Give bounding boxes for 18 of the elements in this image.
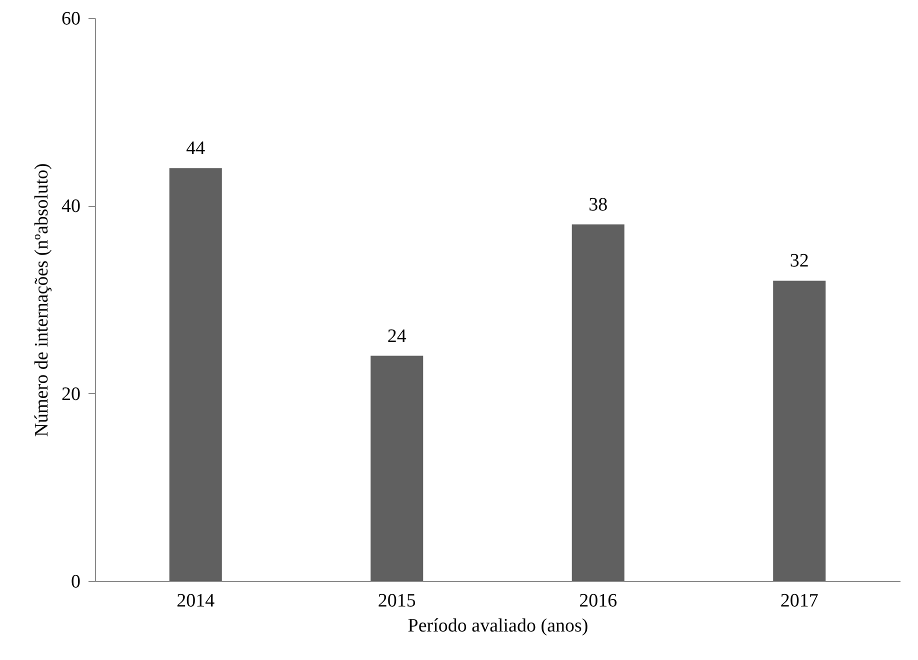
bar [773,280,826,581]
x-tick-label: 2015 [378,590,416,612]
y-tick-label: 20 [62,384,80,405]
x-tick-label: 2014 [176,590,216,612]
x-tick-label: 2016 [579,590,618,612]
y-tick-label: 0 [71,572,80,592]
bar [370,356,424,581]
bar [169,168,222,581]
data-label: 44 [186,138,206,160]
bar [572,224,624,581]
data-label: 24 [387,326,407,347]
y-tick-label: 60 [62,8,80,30]
y-tick-label: 40 [62,196,80,218]
x-axis-title: Período avaliado (anos) [408,616,588,636]
data-label: 32 [790,250,809,272]
data-label: 38 [588,194,608,216]
x-tick-label: 2017 [780,590,818,612]
y-axis-title: Número de internações (nºabsoluto) [32,163,52,437]
